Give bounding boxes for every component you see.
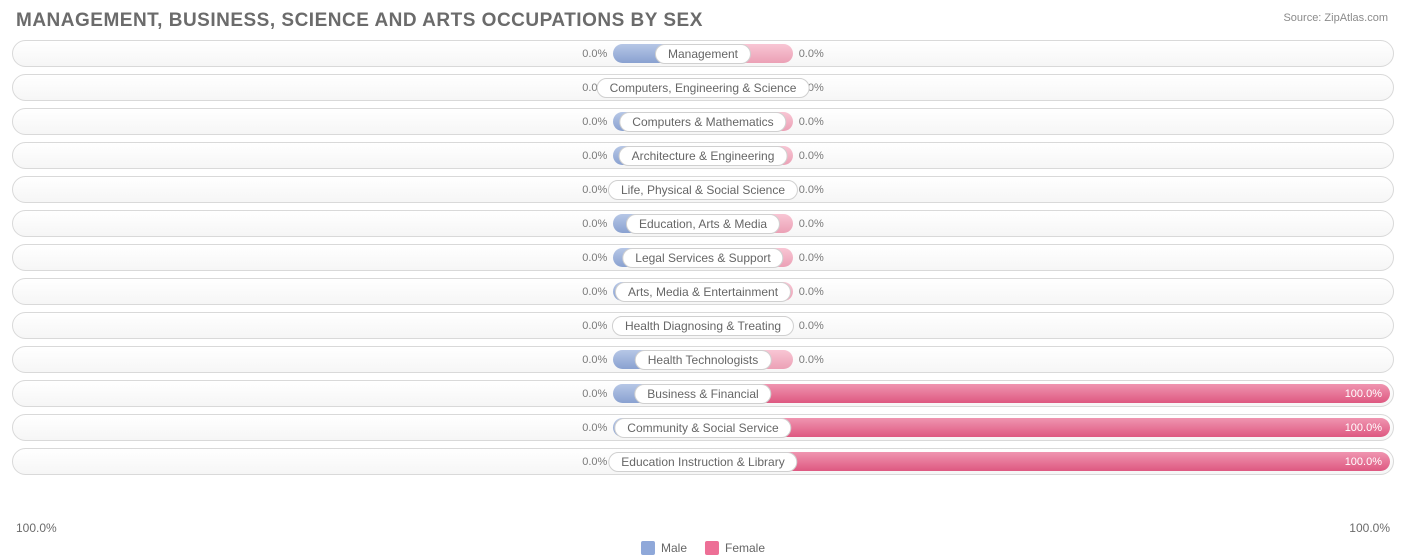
male-value-label: 0.0% [582, 286, 607, 298]
table-row: 0.0% 0.0% Arts, Media & Entertainment [12, 278, 1394, 305]
female-value-label: 0.0% [799, 354, 824, 366]
legend-label-male: Male [661, 541, 687, 555]
legend-item-male: Male [641, 541, 687, 555]
legend-item-female: Female [705, 541, 765, 555]
female-value-label: 100.0% [1345, 422, 1382, 434]
legend-swatch-male [641, 541, 655, 555]
male-value-label: 0.0% [582, 422, 607, 434]
female-value-label: 0.0% [799, 48, 824, 60]
female-value-label: 0.0% [799, 252, 824, 264]
legend-label-female: Female [725, 541, 765, 555]
category-label: Life, Physical & Social Science [608, 180, 798, 200]
category-label: Management [655, 44, 751, 64]
table-row: 0.0% 0.0% Computers & Mathematics [12, 108, 1394, 135]
table-row: 0.0% 0.0% Health Diagnosing & Treating [12, 312, 1394, 339]
female-bar: 100.0% [703, 418, 1390, 437]
table-row: 0.0% 0.0% Management [12, 40, 1394, 67]
male-value-label: 0.0% [582, 116, 607, 128]
male-value-label: 0.0% [582, 388, 607, 400]
category-label: Health Technologists [635, 350, 772, 370]
male-value-label: 0.0% [582, 184, 607, 196]
table-row: 0.0% 0.0% Education, Arts & Media [12, 210, 1394, 237]
female-bar: 100.0% [703, 384, 1390, 403]
table-row: 0.0% 0.0% Architecture & Engineering [12, 142, 1394, 169]
axis-left-label: 100.0% [16, 521, 57, 535]
table-row: 0.0% 0.0% Health Technologists [12, 346, 1394, 373]
chart-title: MANAGEMENT, BUSINESS, SCIENCE AND ARTS O… [12, 10, 1394, 32]
category-label: Education, Arts & Media [626, 214, 780, 234]
female-value-label: 0.0% [799, 150, 824, 162]
axis-right-label: 100.0% [1349, 521, 1390, 535]
female-value-label: 0.0% [799, 184, 824, 196]
female-value-label: 0.0% [799, 320, 824, 332]
female-value-label: 100.0% [1345, 388, 1382, 400]
category-label: Community & Social Service [614, 418, 791, 438]
male-value-label: 0.0% [582, 456, 607, 468]
male-value-label: 0.0% [582, 354, 607, 366]
female-value-label: 100.0% [1345, 456, 1382, 468]
male-value-label: 0.0% [582, 150, 607, 162]
category-label: Architecture & Engineering [619, 146, 788, 166]
male-value-label: 0.0% [582, 218, 607, 230]
legend: Male Female [641, 541, 765, 555]
category-label: Business & Financial [634, 384, 771, 404]
table-row: 0.0% 100.0% Community & Social Service [12, 414, 1394, 441]
chart-rows: 0.0%0.0%Management0.0%0.0%Computers, Eng… [12, 40, 1394, 475]
table-row: 0.0%0.0%Computers, Engineering & Science [12, 74, 1394, 101]
male-value-label: 0.0% [582, 320, 607, 332]
table-row: 0.0% 100.0% Education Instruction & Librar… [12, 448, 1394, 475]
female-value-label: 0.0% [799, 116, 824, 128]
table-row: 0.0% 0.0%Life, Physical & Social Science [12, 176, 1394, 203]
legend-swatch-female [705, 541, 719, 555]
source-label: Source: ZipAtlas.com [1283, 12, 1388, 24]
male-value-label: 0.0% [582, 48, 607, 60]
category-label: Computers & Mathematics [619, 112, 786, 132]
table-row: 0.0% 0.0% Legal Services & Support [12, 244, 1394, 271]
category-label: Computers, Engineering & Science [597, 78, 810, 98]
axis-labels: 100.0% 100.0% [16, 521, 1390, 535]
category-label: Education Instruction & Library [608, 452, 797, 472]
category-label: Legal Services & Support [622, 248, 783, 268]
male-value-label: 0.0% [582, 252, 607, 264]
female-value-label: 0.0% [799, 286, 824, 298]
table-row: 0.0% 100.0% Business & Financial [12, 380, 1394, 407]
chart-container: MANAGEMENT, BUSINESS, SCIENCE AND ARTS O… [0, 0, 1406, 559]
female-bar: 100.0% [703, 452, 1390, 471]
category-label: Health Diagnosing & Treating [612, 316, 794, 336]
female-value-label: 0.0% [799, 218, 824, 230]
category-label: Arts, Media & Entertainment [615, 282, 791, 302]
